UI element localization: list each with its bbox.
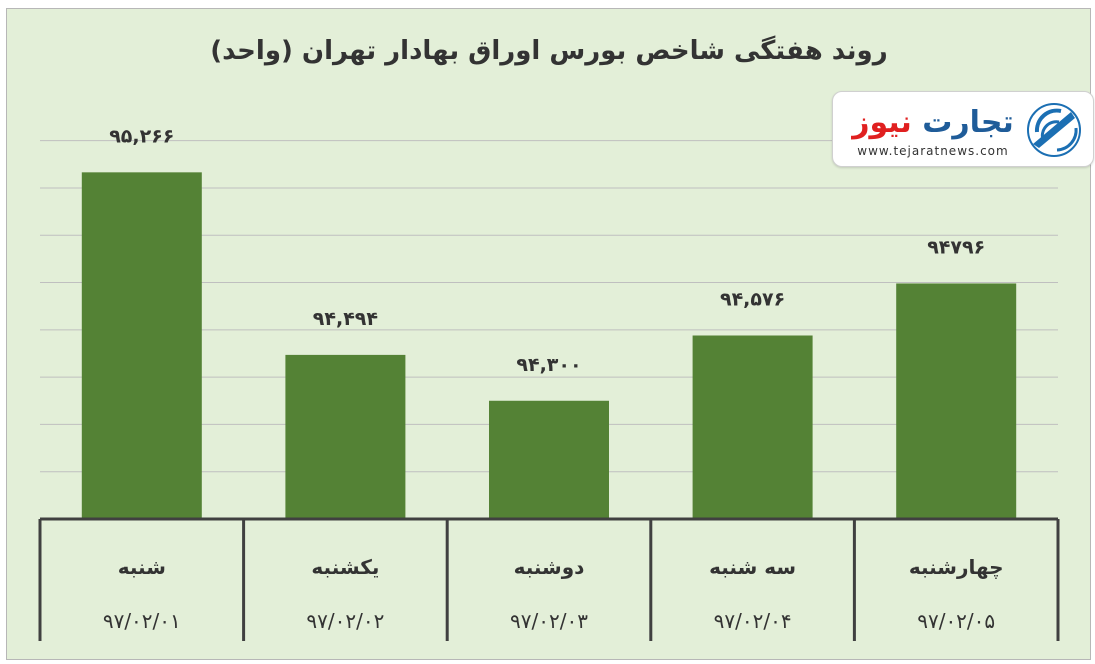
chart-title: روند هفتگی شاخص بورس اوراق بهادار تهران … xyxy=(210,35,887,66)
data-label: ۹۴,۴۹۴ xyxy=(313,308,378,330)
logo-name: تجارت نیوز xyxy=(850,105,1014,140)
date-label: ۹۷/۰۲/۰۲ xyxy=(306,609,384,633)
category-label: یکشنبه xyxy=(311,555,379,579)
data-labels: ۹۵,۲۶۶ ۹۴,۴۹۴ ۹۴,۳۰۰ ۹۴,۵۷۶ ۹۴۷۹۶ xyxy=(109,125,985,375)
bar xyxy=(81,172,202,520)
bar-chart: ۹۵,۲۶۶ ۹۴,۴۹۴ ۹۴,۳۰۰ ۹۴,۵۷۶ ۹۴۷۹۶ شنبه ۹۷/۰۲/… xyxy=(38,35,1060,641)
category-label: شنبه xyxy=(118,555,166,579)
date-label: ۹۷/۰۲/۰۱ xyxy=(103,609,181,633)
bar xyxy=(489,400,609,519)
category-table: شنبه ۹۷/۰۲/۰۱ یکشنبه ۹۷/۰۲/۰۲ دوشنبه ۹۷/۰۲/۰۳… xyxy=(38,517,1060,641)
bar xyxy=(285,354,406,519)
category-label: سه شنبه xyxy=(709,555,796,579)
data-label: ۹۴,۵۷۶ xyxy=(720,288,785,310)
chart-frame: ۹۵,۲۶۶ ۹۴,۴۹۴ ۹۴,۳۰۰ ۹۴,۵۷۶ ۹۴۷۹۶ شنبه ۹۷/۰۲/… xyxy=(6,8,1094,660)
data-label: ۹۴۷۹۶ xyxy=(927,236,985,258)
category-label: چهارشنبه xyxy=(909,555,1004,580)
data-label: ۹۴,۳۰۰ xyxy=(516,354,581,376)
logo-url: www.tejaratnews.com xyxy=(857,144,1008,158)
bar xyxy=(692,335,813,519)
bars xyxy=(81,172,1017,520)
category-label: دوشنبه xyxy=(514,555,585,579)
data-label: ۹۵,۲۶۶ xyxy=(109,125,174,147)
date-label: ۹۷/۰۲/۰۵ xyxy=(917,609,995,633)
date-label: ۹۷/۰۲/۰۴ xyxy=(714,609,792,633)
date-label: ۹۷/۰۲/۰۳ xyxy=(510,609,588,633)
bar xyxy=(896,283,1017,519)
tejarat-news-logo-icon xyxy=(1027,103,1081,157)
brand-logo: تجارت نیوز www.tejaratnews.com xyxy=(832,91,1094,167)
gridlines xyxy=(40,140,1058,473)
